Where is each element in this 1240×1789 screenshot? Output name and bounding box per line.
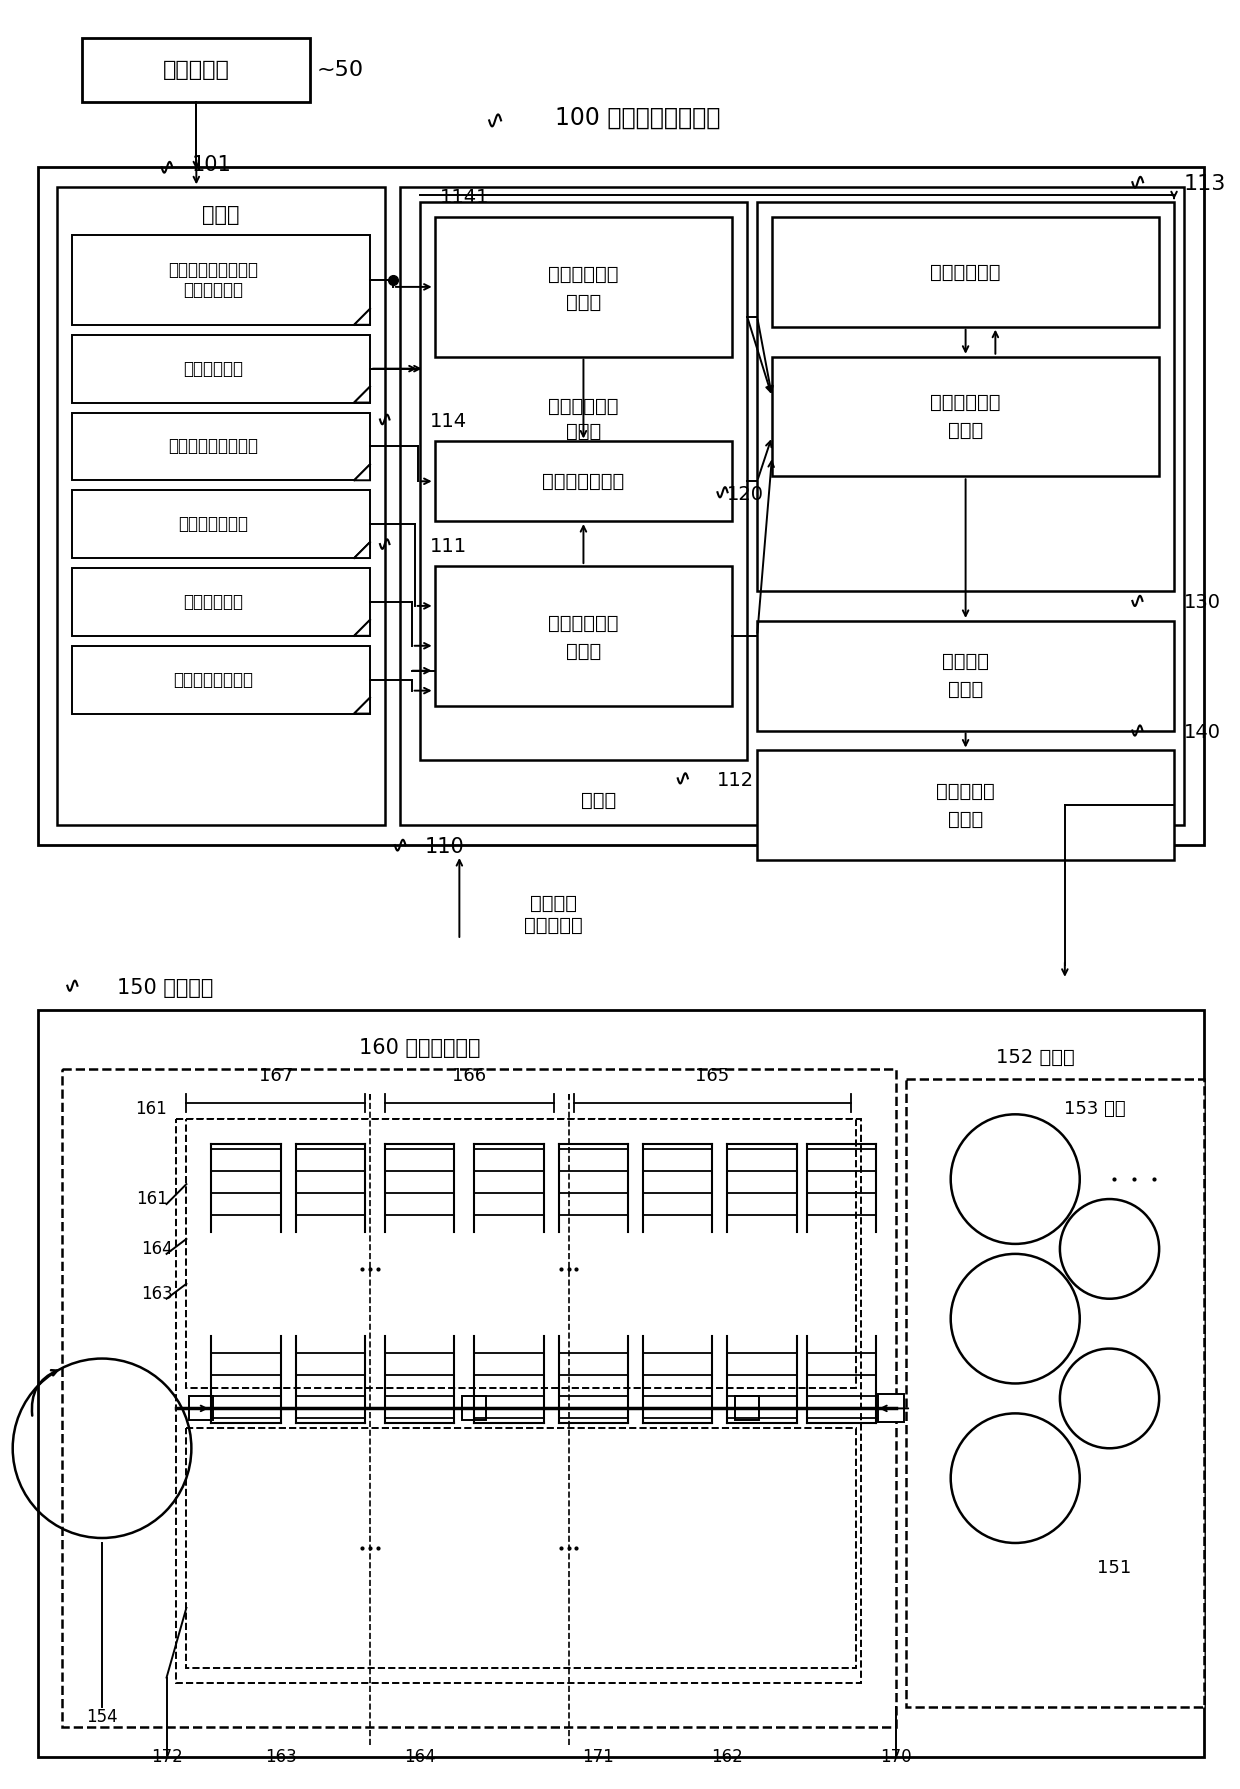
Bar (906, 1079, 1204, 1707)
Bar (37, 1009, 1204, 1757)
Bar (72, 569, 370, 635)
Bar (735, 1397, 759, 1420)
Text: 110: 110 (424, 837, 464, 857)
Text: 161: 161 (135, 1100, 166, 1118)
Bar (82, 38, 310, 102)
Text: 164: 164 (404, 1748, 435, 1766)
Text: 钢板速度上限: 钢板速度上限 (548, 265, 619, 284)
Text: 152 热轧机: 152 热轧机 (996, 1048, 1074, 1066)
Text: 167: 167 (259, 1068, 293, 1086)
Text: 150 控制对象: 150 控制对象 (117, 979, 213, 998)
Text: 相变开始条件: 相变开始条件 (548, 614, 619, 633)
Bar (37, 166, 1204, 844)
Polygon shape (355, 698, 370, 714)
Text: 112: 112 (717, 771, 754, 791)
Bar (434, 565, 733, 705)
Text: 151: 151 (1097, 1558, 1132, 1576)
Text: 172: 172 (151, 1748, 182, 1766)
Text: 120: 120 (727, 485, 764, 504)
Text: 130: 130 (1184, 594, 1221, 612)
Text: 钢板化学成分数据: 钢板化学成分数据 (174, 671, 253, 689)
Text: 等温相变速度系数表: 等温相变速度系数表 (169, 437, 258, 456)
Text: 162: 162 (712, 1748, 743, 1766)
Text: 计算部: 计算部 (565, 642, 601, 662)
Text: 存储部: 存储部 (202, 206, 239, 225)
Bar (758, 621, 1174, 730)
Bar (399, 188, 1184, 825)
Text: 165: 165 (696, 1068, 729, 1086)
Bar (186, 1428, 857, 1667)
Text: 轧机出口侧目标温度
卷取目标温度: 轧机出口侧目标温度 卷取目标温度 (169, 261, 258, 299)
Text: 163: 163 (265, 1748, 296, 1766)
Text: 160 卷取冷却装置: 160 卷取冷却装置 (358, 1038, 480, 1057)
Text: 钢板速度模式: 钢板速度模式 (184, 360, 243, 377)
Text: 计算部: 计算部 (947, 680, 983, 699)
Bar (57, 188, 384, 825)
Text: 相变开始条件表: 相变开始条件表 (179, 515, 248, 533)
Text: 输出部: 输出部 (947, 810, 983, 828)
Text: 100 卷取冷却控制装置: 100 卷取冷却控制装置 (556, 106, 720, 129)
Bar (72, 646, 370, 714)
Bar (72, 335, 370, 403)
Bar (419, 202, 748, 760)
Text: 114: 114 (429, 411, 466, 431)
Text: 计算部: 计算部 (565, 293, 601, 313)
Text: ~50: ~50 (316, 61, 363, 81)
Bar (773, 356, 1159, 476)
Bar (62, 1070, 897, 1728)
Text: 161: 161 (136, 1190, 167, 1208)
Text: 101: 101 (191, 156, 231, 175)
Bar (434, 442, 733, 521)
Text: 140: 140 (1184, 723, 1221, 742)
Polygon shape (355, 619, 370, 635)
Text: 163: 163 (141, 1285, 172, 1302)
Text: 171: 171 (583, 1748, 614, 1766)
Text: 154: 154 (87, 1708, 118, 1726)
Text: 修正部: 修正部 (565, 422, 601, 440)
Text: 处理部: 处理部 (580, 791, 616, 810)
Text: 目标相体积比: 目标相体积比 (184, 592, 243, 610)
Text: 170: 170 (880, 1748, 911, 1766)
Bar (758, 202, 1174, 590)
Bar (434, 216, 733, 356)
Text: 冷却指令: 冷却指令 (942, 653, 990, 671)
Text: 113: 113 (1184, 174, 1226, 195)
Text: 166: 166 (453, 1068, 486, 1086)
Text: 111: 111 (429, 537, 466, 556)
Bar (72, 413, 370, 479)
Polygon shape (355, 465, 370, 479)
Text: 153 轧机: 153 轧机 (1064, 1100, 1126, 1118)
Bar (190, 1397, 213, 1420)
Bar (773, 216, 1159, 327)
Text: 目标温度履历: 目标温度履历 (930, 394, 1001, 411)
Bar (72, 490, 370, 558)
Text: 钢板速度
卷取温度等: 钢板速度 卷取温度等 (525, 894, 583, 936)
Bar (463, 1397, 486, 1420)
Text: 计算部: 计算部 (947, 420, 983, 440)
Polygon shape (355, 309, 370, 326)
Bar (758, 750, 1174, 861)
Text: 板温度推定部: 板温度推定部 (930, 263, 1001, 281)
Text: 164: 164 (141, 1240, 172, 1258)
Bar (186, 1120, 857, 1388)
Text: 保持条件计算部: 保持条件计算部 (542, 472, 625, 490)
Bar (176, 1120, 862, 1682)
Bar (878, 1394, 904, 1422)
Text: 联管箱模式: 联管箱模式 (936, 782, 994, 801)
Text: 钢板速度模式: 钢板速度模式 (548, 397, 619, 417)
Bar (72, 234, 370, 326)
Text: 上位计算机: 上位计算机 (162, 61, 229, 81)
Polygon shape (355, 542, 370, 558)
Text: 1141: 1141 (439, 188, 489, 208)
Polygon shape (355, 386, 370, 403)
